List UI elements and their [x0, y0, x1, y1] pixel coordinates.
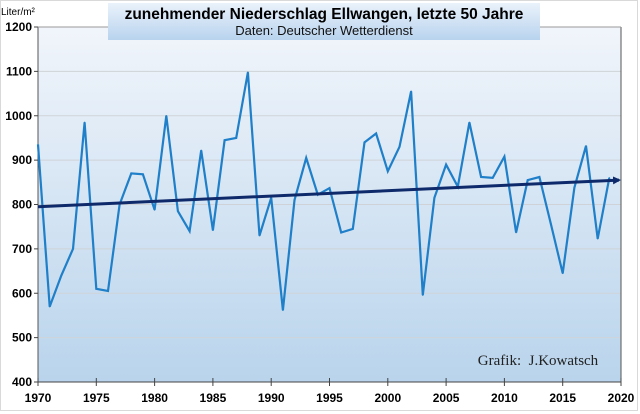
data-point — [153, 209, 156, 211]
gridlines — [38, 26, 621, 339]
data-point — [188, 230, 191, 232]
y-tick-label: 500 — [12, 331, 32, 345]
data-point — [48, 305, 51, 308]
data-point — [503, 155, 506, 158]
data-point — [282, 309, 284, 311]
data-point — [363, 141, 366, 144]
data-point — [130, 172, 133, 175]
y-tick-label: 400 — [12, 375, 32, 389]
data-point — [60, 274, 63, 277]
data-point — [398, 146, 401, 148]
data-point — [95, 288, 98, 290]
x-tick-label: 2005 — [433, 391, 460, 405]
x-tick-label: 1975 — [83, 391, 110, 405]
data-point — [142, 173, 144, 176]
data-point — [305, 157, 307, 159]
data-point — [375, 132, 377, 135]
data-point — [410, 90, 412, 93]
data-point — [107, 290, 109, 292]
data-point — [352, 228, 354, 230]
data-point — [608, 177, 611, 179]
data-point — [247, 71, 249, 74]
data-point — [37, 143, 39, 146]
x-tick-label: 1990 — [258, 391, 285, 405]
y-axis-unit-label: Liter/m² — [1, 7, 36, 18]
data-point — [293, 199, 296, 201]
title-box — [108, 3, 540, 40]
data-point — [421, 294, 424, 296]
data-point — [328, 187, 331, 189]
data-series — [36, 71, 621, 311]
data-point — [573, 186, 576, 189]
y-tick-label: 1200 — [5, 20, 32, 34]
trend-arrow — [37, 176, 621, 209]
x-tick-label: 2000 — [374, 391, 401, 405]
data-point — [491, 177, 494, 179]
chart-title: zunehmender Niederschlag Ellwangen, letz… — [125, 6, 524, 23]
data-point — [561, 272, 564, 275]
y-tick-label: 800 — [12, 198, 32, 212]
data-point — [596, 237, 599, 240]
chart-credit: Grafik: J.Kowatsch — [478, 353, 599, 369]
precipitation-line — [36, 72, 611, 311]
data-point — [340, 231, 342, 234]
data-point — [445, 163, 447, 166]
y-tick-label: 1100 — [6, 64, 32, 78]
x-tick-label: 1995 — [316, 391, 343, 405]
data-point — [433, 197, 436, 199]
data-point — [83, 121, 86, 124]
y-tick-label: 700 — [12, 242, 32, 256]
data-point — [515, 231, 517, 234]
data-point — [585, 145, 587, 147]
x-tick-label: 1980 — [141, 391, 168, 405]
data-point — [212, 229, 214, 232]
chart-subtitle: Daten: Deutscher Wetterdienst — [235, 23, 413, 38]
y-tick-label: 1000 — [5, 109, 32, 123]
y-tick-label: 600 — [12, 286, 32, 300]
data-point — [258, 234, 261, 237]
data-point — [550, 223, 552, 226]
y-tick-label: 900 — [12, 153, 32, 167]
data-point — [387, 170, 389, 173]
data-point — [468, 121, 471, 124]
x-tick-label: 2015 — [549, 391, 576, 405]
x-tick-label: 1985 — [200, 391, 227, 405]
data-point — [235, 137, 238, 139]
data-point — [526, 179, 529, 181]
data-point — [223, 139, 226, 141]
data-point — [480, 176, 482, 178]
data-point — [200, 149, 203, 152]
x-tick-label: 2020 — [608, 391, 635, 405]
data-point — [538, 176, 541, 178]
x-tick-label: 2010 — [491, 391, 518, 405]
y-axis-ticks: 400 500 600 700 800 900 1000 1100 1200 — [5, 20, 38, 389]
data-point — [72, 248, 74, 250]
x-axis-ticks: 1970 1975 1980 1985 1990 1995 2000 2005 2010 2015… — [25, 378, 635, 405]
x-tick-label: 1970 — [25, 391, 52, 405]
data-point — [177, 210, 179, 212]
data-point — [165, 114, 168, 117]
